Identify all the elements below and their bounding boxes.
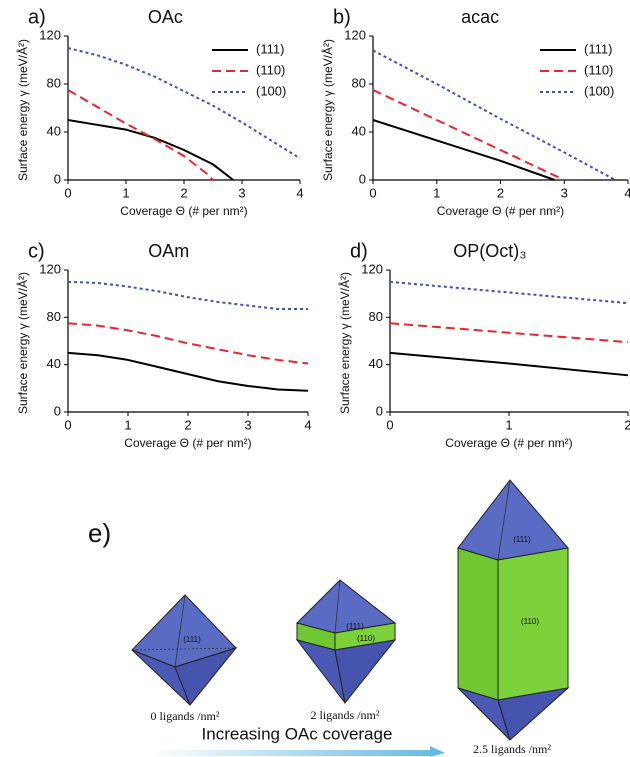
x-tick-label: 2 [497,185,504,200]
y-axis-label: Surface energy γ (meV/Å²) [15,39,30,181]
panel-label: c) [28,240,45,262]
line [67,280,308,311]
face [457,547,499,701]
y-tick-label: 120 [39,27,61,42]
chart: 0 40 80 120 0 1 2 3 4 Coverage Θ (# per nm²) Surfa… [320,6,630,218]
x-tick-label: 2 [180,185,187,200]
y-tick-label: 40 [47,123,61,138]
x-axis-label: Coverage Θ (# per nm²) [437,204,564,218]
y-tick-label: 80 [47,75,61,90]
edge [497,479,511,561]
x-tick-label: 1 [124,417,131,432]
line [67,89,214,181]
crystal: (111) (110) 2.5 ligands /nm² [457,479,570,756]
legend-label: (111) [584,41,612,56]
caption: 0 ligands /nm² [151,709,220,723]
x-axis-label: Coverage Θ (# per nm²) [445,436,572,450]
panel-label: d) [350,240,368,262]
chart-title: OAm [148,241,189,261]
panel-label: e) [88,518,111,548]
caption: 2.5 ligands /nm² [473,742,551,756]
face [497,687,570,741]
x-tick-label: 4 [624,185,630,200]
chart-title: acac [461,7,499,27]
face-label: (111) [346,622,364,631]
x-tick-label: 3 [561,185,568,200]
caption: 2 ligands /nm² [311,708,380,722]
line [389,280,629,305]
edge [131,647,237,651]
y-tick-label: 80 [47,309,61,324]
x-tick-label: 0 [369,185,376,200]
chart: 0 40 80 120 0 1 2 3 4 Coverage Θ (# per nm²) Surfa… [15,240,311,450]
arrow-label: Increasing OAc coverage [202,724,393,743]
x-tick-label: 3 [244,417,251,432]
legend-label: (110) [584,62,613,77]
x-tick-label: 1 [122,185,129,200]
y-tick-label: 120 [361,261,383,276]
legend-label: (100) [256,83,286,98]
y-tick-label: 40 [47,356,61,371]
legend-label: (110) [256,62,285,77]
face-label: (110) [521,617,539,626]
y-tick-label: 80 [369,309,383,324]
y-axis-label: Surface energy γ (meV/Å²) [337,272,352,414]
edge [334,579,341,634]
panel-label: b) [333,6,351,28]
y-tick-label: 0 [376,403,383,418]
legend-label: (111) [256,41,284,56]
x-tick-label: 2 [624,417,630,432]
y-tick-label: 0 [54,403,61,418]
chart: 0 40 80 120 0 1 2 Coverage Θ (# per nm²) Surface… [337,240,630,450]
y-tick-label: 40 [369,356,383,371]
face [457,479,569,561]
x-tick-label: 0 [64,417,71,432]
chart-title: OAc [148,7,183,27]
y-tick-label: 0 [54,171,61,186]
line [67,119,234,181]
x-tick-label: 0 [386,417,393,432]
edge [174,594,186,668]
y-tick-label: 120 [344,27,366,42]
face-label: (111) [513,535,531,544]
x-tick-label: 4 [296,185,303,200]
line [67,47,301,160]
crystal: (111) 0 ligands /nm² [131,594,238,723]
y-axis-label: Surface energy γ (meV/Å²) [15,272,30,414]
legend-label: (100) [584,83,614,98]
face-label: (110) [357,634,375,643]
y-tick-label: 120 [39,261,61,276]
arrow [150,746,445,757]
chart: 0 40 80 120 0 1 2 3 4 Coverage Θ (# per nm²) Surfa… [15,6,303,218]
face [334,639,397,705]
line [67,322,309,365]
y-tick-label: 0 [359,171,366,186]
x-tick-label: 4 [304,417,311,432]
face [174,647,238,706]
x-axis-label: Coverage Θ (# per nm²) [124,436,251,450]
line [389,322,629,344]
y-tick-label: 40 [352,123,366,138]
line [389,351,629,377]
y-axis-label: Surface energy γ (meV/Å²) [320,39,335,181]
line [372,89,565,181]
line [67,351,309,392]
x-tick-label: 2 [184,417,191,432]
line [372,49,616,181]
x-tick-label: 0 [64,185,71,200]
y-tick-label: 80 [352,75,366,90]
x-tick-label: 3 [238,185,245,200]
x-tick-label: 1 [433,185,440,200]
panel-label: a) [28,6,46,28]
x-axis-label: Coverage Θ (# per nm²) [120,204,247,218]
line [372,119,556,181]
chart-title: OP(Oct)₃ [453,241,526,261]
diagram: e) (111) 0 ligands /nm² (111) (110) 2 li… [88,479,570,757]
face-label: (111) [183,635,201,644]
crystal: (111) (110) 2 ligands /nm² [295,579,397,722]
x-tick-label: 1 [505,417,512,432]
